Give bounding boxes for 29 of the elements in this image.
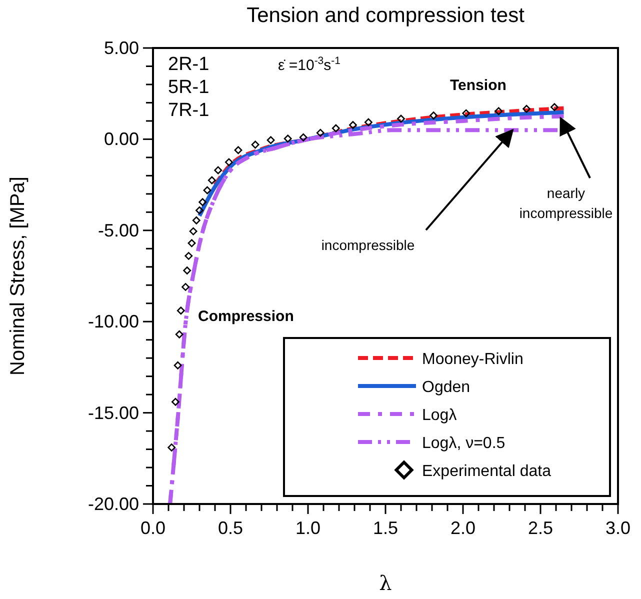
y-tick-label: -5.00 — [98, 220, 139, 240]
x-tick-label: 1.0 — [295, 518, 321, 538]
annotation: 7R-1 — [168, 100, 210, 121]
annotation: ε̇ =10$^{-3}$s$^{-1}$ — [278, 55, 341, 74]
x-tick-label: 3.0 — [605, 518, 631, 538]
y-tick-label: 5.00 — [104, 38, 139, 58]
legend-label: Mooney-Rivlin — [422, 351, 524, 368]
x-tick-label: 1.5 — [372, 518, 398, 538]
x-axis-title: λ — [379, 571, 392, 595]
x-tick-label: 0.0 — [140, 518, 166, 538]
x-tick-label: 0.5 — [218, 518, 244, 538]
annotation: Compression — [198, 308, 294, 325]
annotation: nearly incompressible — [519, 185, 613, 221]
x-tick-label: 2.5 — [528, 518, 554, 538]
annotation: Tension — [450, 77, 506, 94]
legend-label: Logλ, ν=0.5 — [422, 435, 506, 452]
annotation: incompressible — [321, 237, 415, 253]
legend-label: Logλ — [422, 407, 457, 424]
y-tick-label: -15.00 — [88, 402, 139, 423]
y-tick-label: -10.00 — [88, 312, 139, 332]
legend-label: Ogden — [422, 379, 470, 396]
annotation: 5R-1 — [168, 77, 210, 98]
legend-label: Experimental data — [422, 463, 552, 480]
chart-title: Tension and compression test — [246, 4, 525, 27]
y-axis-title: Nominal Stress, [MPa] — [7, 176, 29, 376]
x-tick-label: 2.0 — [450, 518, 476, 538]
annotation: 2R-1 — [168, 54, 210, 75]
y-tick-label: 0.00 — [104, 129, 139, 150]
y-tick-label: -20.00 — [88, 494, 139, 514]
